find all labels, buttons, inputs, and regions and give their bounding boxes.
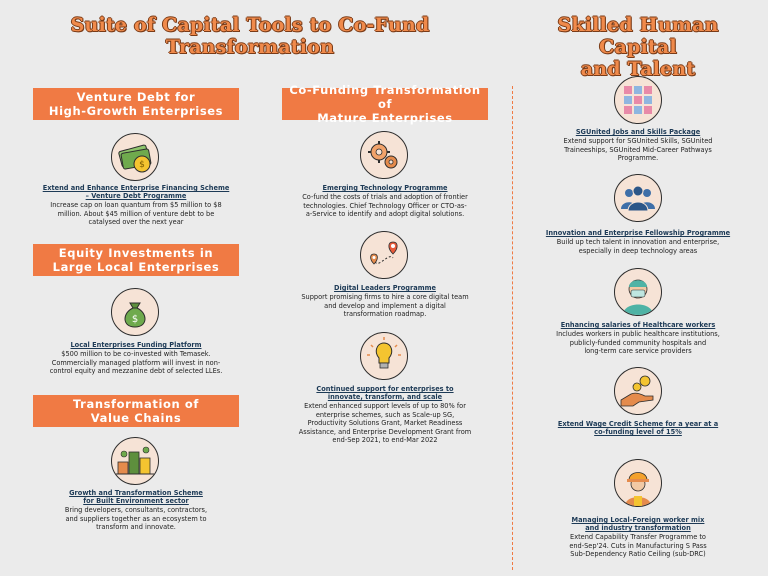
lefp-desc: $500 million to be co-invested with Tema… — [30, 350, 242, 376]
etp-desc-line3: a-Service to identify and adopt digital … — [305, 210, 465, 219]
built-desc-line1: Bring developers, consultants, contracto… — [64, 506, 208, 514]
lefp-desc-line2: Commercially managed platform will inves… — [51, 358, 221, 367]
efs-desc: Increase cap on loan quantum from $5 mil… — [30, 201, 242, 227]
gears-icon — [360, 131, 408, 179]
sgunited-desc-line2: Traineeships, SGUnited Mid-Career Pathwa… — [564, 145, 712, 154]
built-env-desc: Bring developers, consultants, contracto… — [30, 506, 242, 532]
foreign-worker-title[interactable]: Managing Local-Foreign worker mix and in… — [536, 516, 740, 532]
support-desc-line3: Productivity Solutions Grant, Market Rea… — [307, 419, 463, 428]
built-desc-line2: and suppliers together as an ecosystem t… — [65, 514, 207, 523]
support-title-line2: innovate, transform, and scale — [327, 393, 443, 401]
support-desc-line4: Assistance, and Enterprise Development G… — [298, 427, 472, 436]
equity-banner-line2: Large Local Enterprises — [52, 260, 220, 274]
capital-tools-title-line1: Suite of Capital Tools to Co-Fund — [70, 14, 430, 36]
hand-coins-icon — [614, 367, 662, 415]
support-desc-line2: enterprise schemes, such as Scale-up SG, — [315, 410, 455, 419]
dlp-title[interactable]: Digital Leaders Programme — [334, 284, 436, 292]
capital-tools-title: Suite of Capital Tools to Co-Fund Transf… — [40, 14, 460, 58]
cofund-banner-line1: Co-Funding Transformation of — [289, 83, 481, 111]
etp-desc: Co-fund the costs of trials and adoption… — [278, 193, 492, 219]
built-env-title[interactable]: Growth and Transformation Scheme for Bui… — [32, 489, 240, 505]
efs-desc-line2: million. About $45 million of venture de… — [57, 209, 215, 218]
healthcare-title[interactable]: Enhancing salaries of Healthcare workers — [560, 321, 716, 329]
wcs-title-line1: Extend Wage Credit Scheme for a year at … — [557, 420, 719, 428]
etp-title[interactable]: Emerging Technology Programme — [322, 184, 448, 192]
equity-banner-line1: Equity Investments in — [58, 246, 214, 260]
venture-debt-banner: Venture Debt for High-Growth Enterprises — [33, 88, 239, 120]
healthcare-worker-icon — [614, 268, 662, 316]
sgunited-title[interactable]: SGUnited Jobs and Skills Package — [575, 128, 701, 136]
equity-banner: Equity Investments in Large Local Enterp… — [33, 244, 239, 276]
foreign-desc-line2: end-Sep'24. Cuts in Manufacturing S Pass — [569, 541, 707, 550]
venture-banner-line2: High-Growth Enterprises — [48, 104, 224, 118]
healthcare-desc: Includes workers in public healthcare in… — [534, 330, 742, 356]
efs-desc-line3: catalysed over the next year — [88, 218, 184, 227]
healthcare-desc-line1: Includes workers in public healthcare in… — [556, 330, 720, 338]
efs-title-line1: Extend and Enhance Enterprise Financing … — [42, 184, 230, 192]
map-pins-icon — [360, 231, 408, 279]
support-desc-line1: Extend enhanced support levels of up to … — [304, 402, 466, 410]
human-capital-title-line2: and Talent — [580, 58, 696, 80]
ief-title[interactable]: Innovation and Enterprise Fellowship Pro… — [545, 229, 731, 237]
ief-desc: Build up tech talent in innovation and e… — [534, 238, 742, 255]
dlp-desc-line3: transformation roadmap. — [343, 310, 427, 319]
built-title-line2: for Built Environment sector — [83, 497, 189, 505]
people-group-icon — [614, 174, 662, 222]
cofund-banner-line2: Mature Enterprises — [317, 111, 453, 125]
support-title[interactable]: Continued support for enterprises to inn… — [280, 385, 490, 401]
capital-tools-title-line2: Transformation — [165, 36, 335, 58]
support-desc-line5: end-Sep 2021, to end-Mar 2022 — [332, 436, 438, 445]
wcs-title[interactable]: Extend Wage Credit Scheme for a year at … — [536, 420, 740, 436]
human-capital-title: Skilled Human Capital and Talent — [518, 14, 758, 80]
support-desc: Extend enhanced support levels of up to … — [278, 402, 492, 445]
lefp-desc-line3: control equity and mezzanine debt of sel… — [49, 367, 223, 376]
ief-desc-line2: especially in deep technology areas — [578, 246, 698, 255]
sgunited-desc-line3: Programme. — [617, 154, 659, 163]
dlp-desc: Support promising firms to hire a core d… — [278, 293, 492, 319]
sgunited-desc: Extend support for SGUnited Skills, SGUn… — [534, 137, 742, 163]
ief-desc-line1: Build up tech talent in innovation and e… — [556, 238, 720, 246]
lefp-title[interactable]: Local Enterprises Funding Platform — [70, 341, 202, 349]
lefp-desc-line1: $500 million to be co-invested with Tema… — [61, 350, 211, 358]
city-map-icon — [111, 437, 159, 485]
support-title-line1: Continued support for enterprises to — [316, 385, 454, 393]
puzzle-tiles-icon — [614, 76, 662, 124]
cofunding-banner: Co-Funding Transformation of Mature Ente… — [282, 83, 488, 125]
construction-worker-icon — [614, 459, 662, 507]
value-chains-banner: Transformation of Value Chains — [33, 395, 239, 427]
etp-desc-line1: Co-fund the costs of trials and adoption… — [302, 193, 468, 201]
money-coin-icon: $ — [111, 133, 159, 181]
svg-text:$: $ — [139, 160, 145, 170]
built-desc-line3: transform and innovate. — [96, 523, 176, 532]
value-banner-line2: Value Chains — [90, 411, 182, 425]
value-banner-line1: Transformation of — [73, 397, 199, 411]
column-divider — [512, 86, 513, 570]
human-capital-title-line1: Skilled Human Capital — [557, 14, 719, 58]
dlp-desc-line2: and develop and implement a digital — [324, 301, 446, 310]
foreign-desc-line3: Sub-Dependency Ratio Ceiling (sub-DRC) — [570, 550, 706, 559]
foreign-worker-desc: Extend Capability Transfer Programme to … — [534, 533, 742, 559]
foreign-desc-line1: Extend Capability Transfer Programme to — [570, 533, 706, 541]
money-bag-icon: $ — [111, 288, 159, 336]
foreign-title-line1: Managing Local-Foreign worker mix — [571, 516, 705, 524]
healthcare-desc-line3: long-term care service providers — [584, 347, 692, 356]
dlp-desc-line1: Support promising firms to hire a core d… — [301, 293, 469, 301]
efs-title-line2: – Venture Debt Programme — [85, 192, 187, 200]
etp-desc-line2: technologies. Chief Technology Officer o… — [303, 201, 467, 210]
efs-desc-line1: Increase cap on loan quantum from $5 mil… — [50, 201, 222, 209]
svg-text:$: $ — [132, 314, 138, 325]
healthcare-desc-line2: publicly-funded community hospitals and — [569, 338, 707, 347]
venture-banner-line1: Venture Debt for — [76, 90, 196, 104]
efs-title[interactable]: Extend and Enhance Enterprise Financing … — [32, 184, 240, 200]
foreign-title-line2: and industry transformation — [585, 524, 691, 532]
sgunited-desc-line1: Extend support for SGUnited Skills, SGUn… — [563, 137, 713, 145]
built-title-line1: Growth and Transformation Scheme — [69, 489, 203, 497]
wcs-title-line2: co-funding level of 15% — [594, 428, 682, 436]
lightbulb-icon — [360, 332, 408, 380]
